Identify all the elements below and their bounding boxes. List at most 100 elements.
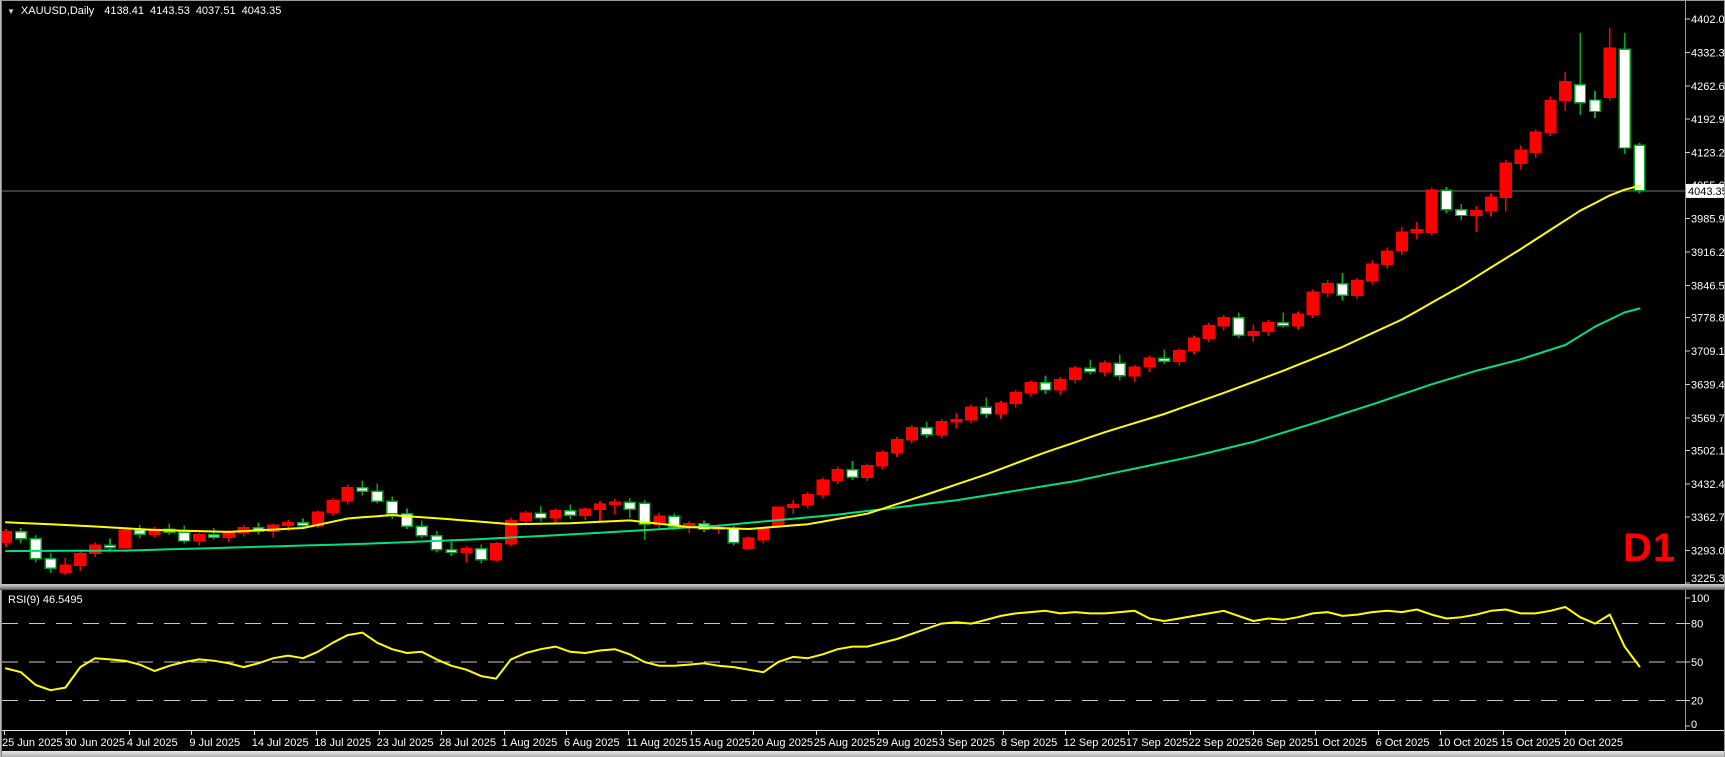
price-axis-label: 3846.50 [1691, 280, 1725, 292]
window-border-top [0, 0, 1725, 1]
time-axis-tick [66, 731, 68, 735]
time-axis-label: 29 Aug 2025 [876, 737, 938, 749]
chart-title: ▼ XAUUSD,Daily 4138.41 4143.53 4037.51 4… [7, 5, 287, 17]
time-axis-tick [4, 731, 5, 735]
ma-fast-line [5, 184, 1641, 533]
time-axis-label: 6 Aug 2025 [563, 737, 620, 749]
time-axis-label: 3 Sep 2025 [938, 737, 995, 749]
time-axis-label: 30 Jun 2025 [64, 737, 125, 749]
price-axis-label: 3432.40 [1691, 479, 1725, 491]
rsi-axis[interactable]: 100 80 50 20 0 [1685, 590, 1709, 730]
price-axis-label: 4123.25 [1691, 148, 1725, 160]
time-axis-tick [1565, 731, 1566, 735]
main-chart-pane[interactable]: 4402.054332.354262.654192.954123.254055.… [0, 0, 1725, 586]
price-axis-label: 3293.00 [1691, 546, 1725, 558]
time-axis-label: 6 Oct 2025 [1375, 737, 1430, 749]
pane-divider[interactable] [0, 584, 1725, 590]
price-axis-label: 3778.85 [1691, 313, 1725, 325]
time-axis-label: 25 Jun 2025 [2, 737, 63, 749]
time-axis-tick [316, 731, 318, 735]
price-axis-label: 4402.05 [1691, 14, 1725, 26]
rsi-axis-label: 0 [1691, 719, 1697, 730]
time-axis-tick [628, 731, 630, 735]
time-axis-label: 22 Sep 2025 [1188, 737, 1251, 749]
time-axis-tick [1440, 731, 1442, 735]
time-axis-label: 10 Oct 2025 [1438, 737, 1499, 749]
time-axis-tick [940, 731, 942, 735]
time-axis-tick [1502, 731, 1504, 735]
time-axis-label: 18 Jul 2025 [314, 737, 372, 749]
rsi-axis-label: 50 [1691, 657, 1703, 669]
time-axis-tick [690, 731, 692, 735]
time-axis-label: 9 Jul 2025 [189, 737, 241, 749]
time-axis[interactable]: 25 Jun 2025 30 Jun 2025 4 Jul 2025 9 Jul 20… [0, 730, 1725, 752]
ohlc-low: 4037.51 [195, 5, 236, 17]
time-axis-tick [1003, 731, 1005, 735]
rsi-axis-label: 100 [1691, 593, 1709, 605]
time-axis-tick [503, 731, 505, 735]
price-axis[interactable]: 4402.054332.354262.654192.954123.254055.… [1685, 1, 1725, 586]
main-chart-canvas[interactable]: 4402.054332.354262.654192.954123.254055.… [0, 0, 1725, 586]
time-axis-label: 17 Sep 2025 [1125, 737, 1189, 749]
price-axis-label: 3569.75 [1691, 413, 1725, 425]
ma-slow-line [5, 307, 1641, 553]
svg-text:4043.35: 4043.35 [1688, 186, 1725, 198]
time-axis-label: 11 Aug 2025 [626, 737, 688, 749]
time-axis-label: 14 Jul 2025 [251, 737, 309, 749]
time-axis-label: 25 Aug 2025 [813, 737, 876, 749]
time-axis-tick [565, 731, 567, 735]
time-axis-tick [1127, 731, 1129, 735]
candlestick-series [0, 28, 1646, 576]
time-axis-label: 15 Oct 2025 [1500, 737, 1561, 749]
timeframe-watermark: D1 [1623, 526, 1677, 570]
time-axis-tick [441, 731, 443, 735]
symbol-dropdown-icon[interactable]: ▼ [7, 6, 15, 16]
window-bottom-edge [0, 751, 1725, 757]
ohlc-open: 4138.41 [104, 5, 145, 17]
time-axis-label: 26 Sep 2025 [1250, 737, 1314, 749]
price-axis-label: 3639.45 [1691, 380, 1725, 392]
time-axis-label: 23 Jul 2025 [376, 737, 434, 749]
rsi-line [5, 606, 1641, 692]
price-axis-label: 4262.65 [1691, 81, 1725, 93]
time-axis-tick [253, 731, 255, 735]
price-axis-label: 3709.15 [1691, 346, 1725, 358]
time-axis-label: 1 Oct 2025 [1313, 737, 1368, 749]
price-axis-label: 3985.90 [1691, 213, 1725, 225]
rsi-label: RSI(9) 46.5495 [8, 594, 83, 606]
ohlc-close: 4043.35 [241, 5, 282, 17]
time-axis-tick [1377, 731, 1379, 735]
price-axis-label: 3225.35 [1691, 573, 1725, 585]
rsi-axis-label: 20 [1691, 695, 1703, 707]
time-axis-label: 12 Sep 2025 [1063, 737, 1126, 749]
rsi-axis-label: 80 [1691, 619, 1703, 631]
time-axis-tick [191, 731, 193, 735]
time-axis-label: 20 Oct 2025 [1563, 737, 1623, 749]
time-axis-label: 15 Aug 2025 [688, 737, 751, 749]
time-axis-label: 8 Sep 2025 [1001, 737, 1058, 749]
price-axis-label: 3502.10 [1691, 445, 1725, 457]
time-axis-label: 28 Jul 2025 [439, 737, 496, 749]
time-axis-tick [753, 731, 755, 735]
rsi-pane[interactable]: 100 80 50 20 0 RSI(9) 46.5495 [0, 590, 1725, 730]
time-axis-tick [1065, 731, 1067, 735]
time-axis-tick [1315, 731, 1317, 735]
time-axis-label: 20 Aug 2025 [751, 737, 814, 749]
time-axis-tick [128, 731, 130, 735]
rsi-canvas[interactable]: 100 80 50 20 0 [0, 590, 1725, 730]
time-axis-label: 1 Aug 2025 [501, 737, 558, 749]
current-price-tag: 4043.35 [1686, 183, 1725, 198]
time-axis-label: 4 Jul 2025 [126, 737, 178, 749]
time-axis-tick [878, 731, 880, 735]
time-axis-tick [378, 731, 380, 735]
price-axis-label: 3916.20 [1691, 247, 1725, 259]
time-axis-tick [1252, 731, 1254, 735]
symbol-timeframe-label: XAUUSD,Daily [20, 5, 95, 17]
price-axis-label: 4332.35 [1691, 47, 1725, 59]
ohlc-high: 4143.53 [150, 5, 190, 17]
time-axis-tick [1190, 731, 1192, 735]
price-axis-label: 4192.95 [1691, 114, 1725, 126]
window-border-left [0, 0, 2, 757]
price-axis-label: 3362.70 [1691, 512, 1725, 524]
